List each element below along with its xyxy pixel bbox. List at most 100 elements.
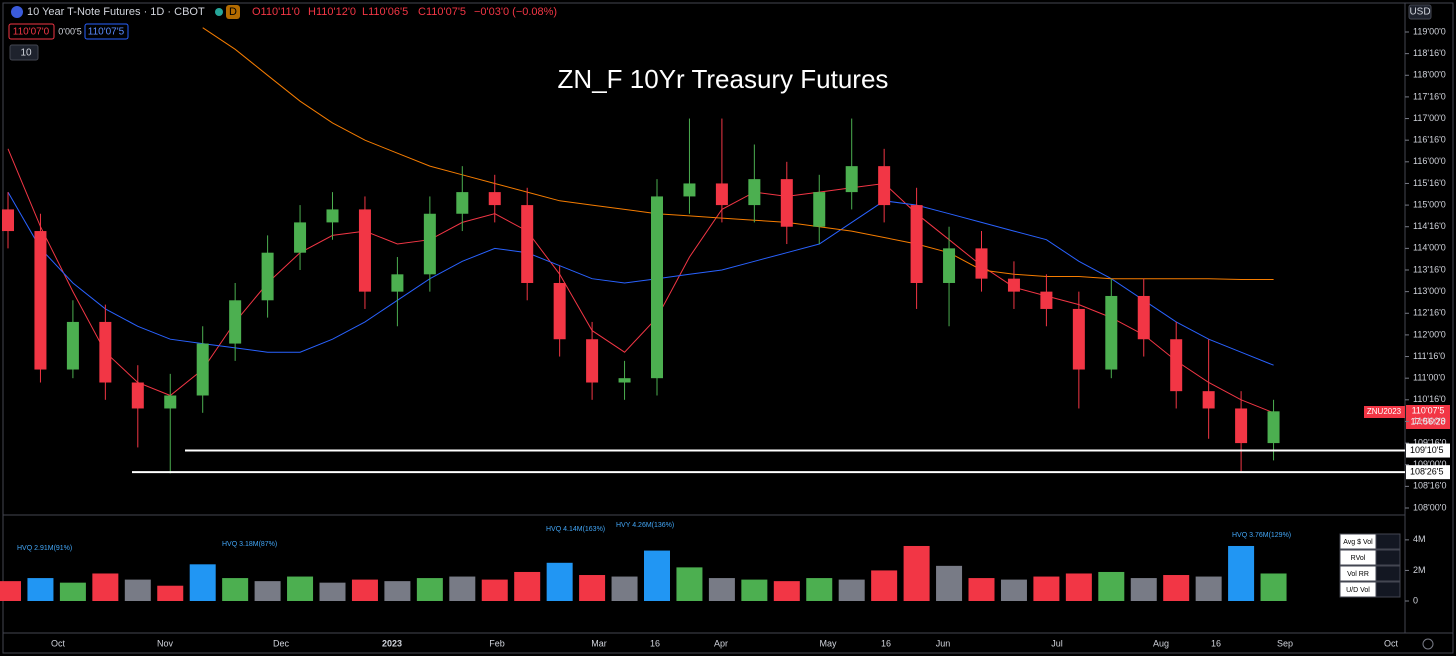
candle-body (196, 343, 209, 396)
bid-box[interactable] (8, 23, 55, 40)
open: O110'11'0 (252, 6, 300, 18)
stats-value-cell (1375, 581, 1401, 598)
volume-bar (189, 564, 216, 601)
y-tick-label: 113'00'0 (1413, 286, 1446, 296)
moving-average (7, 191, 1274, 366)
y-tick-label: 118'00'0 (1413, 70, 1446, 80)
indicators-toggle[interactable] (9, 44, 39, 61)
currency: USD (1409, 7, 1430, 18)
candle-body (1137, 295, 1150, 340)
candle-body (715, 183, 728, 206)
candle-body (1072, 308, 1085, 370)
candle-body (845, 166, 858, 193)
indicators-count: 10 (20, 48, 32, 59)
close: C110'07'5 (418, 6, 466, 18)
volume-bar (1130, 578, 1157, 601)
y-tick-label: 119'00'0 (1413, 26, 1446, 36)
volume-bar (708, 578, 735, 601)
ask-box[interactable] (84, 23, 129, 40)
volume-bar (871, 570, 898, 601)
candle-body (1007, 278, 1020, 292)
symbol[interactable]: 10 Year T-Note Futures · 1D · CBOT (27, 6, 205, 18)
ask: 110'07'5 (88, 27, 125, 38)
volume-tick-label: 0 (1413, 595, 1418, 605)
last-price: 110'07'5 (1412, 405, 1445, 415)
x-tick-label: 16 (650, 638, 660, 648)
volume-bar (676, 567, 703, 601)
x-tick-label: Dec (273, 638, 290, 648)
candle-body (521, 205, 534, 283)
volume-bar (644, 550, 670, 601)
candle-body (294, 222, 307, 253)
level-label: 109'10'5 (1410, 445, 1443, 455)
volume-bar (27, 578, 54, 601)
volume-annotation: HVY 4.26M(136%) (616, 522, 674, 529)
candle-body (164, 395, 177, 409)
stats-label: Avg $ Vol (1343, 539, 1373, 546)
volume-bar (1000, 579, 1027, 601)
volume-bar (1195, 576, 1222, 601)
candle-body (586, 339, 599, 383)
candle-body (66, 321, 79, 370)
x-tick-label: Feb (489, 638, 505, 648)
spread: 0'00'5 (58, 26, 81, 36)
candle-body (488, 192, 501, 206)
badge: D (229, 6, 237, 18)
candle-body (910, 205, 923, 283)
chart-title: ZN_F 10Yr Treasury Futures (558, 64, 889, 94)
status-dot (215, 8, 223, 16)
volume-bar (157, 585, 184, 601)
x-tick-label: May (819, 638, 837, 648)
x-tick-label: Mar (591, 638, 607, 648)
candle-body (780, 179, 793, 227)
volume-bar (546, 562, 573, 601)
volume-bar (0, 581, 21, 601)
candle-body (975, 248, 988, 279)
y-tick-label: 113'16'0 (1413, 264, 1446, 274)
currency-box[interactable] (1408, 4, 1432, 20)
candle-body (326, 209, 339, 223)
x-tick-label: Jul (1051, 638, 1063, 648)
candle-body (813, 192, 826, 227)
volume-annotation: HVQ 2.91M(91%) (17, 545, 72, 552)
volume-bar (1228, 545, 1255, 601)
candle-body (1170, 339, 1183, 392)
stats-value-cell (1375, 549, 1401, 566)
volume-bar (1033, 576, 1060, 601)
y-tick-label: 109'16'0 (1413, 437, 1446, 447)
candle-body (878, 166, 891, 206)
candle-body (456, 192, 469, 214)
y-tick-label: 118'16'0 (1413, 48, 1446, 58)
candle-body (131, 382, 144, 409)
stats-value-cell (1375, 533, 1401, 550)
volume-bar (124, 579, 151, 601)
candle-body (1235, 408, 1248, 444)
x-tick-label: Jun (936, 638, 951, 648)
settings-icon[interactable] (1422, 638, 1434, 650)
volume-annotation: HVQ 4.14M(163%) (546, 526, 605, 533)
volume-bar (384, 581, 411, 601)
volume-bar (741, 579, 768, 601)
low: L110'06'5 (362, 6, 408, 18)
y-tick-label: 111'16'0 (1413, 351, 1445, 361)
volume-bar (351, 579, 378, 601)
x-tick-label: Sep (1277, 638, 1293, 648)
badge-bg (226, 5, 240, 19)
ticker: ZNU2023 (1367, 407, 1402, 416)
volume-bar (1065, 573, 1092, 601)
volume-bar (1163, 575, 1190, 601)
volume-bar (806, 578, 833, 601)
change: −0'03'0 (−0.08%) (474, 6, 557, 18)
volume-bar (1098, 571, 1125, 601)
candle-body (618, 378, 631, 383)
volume-bar (773, 581, 800, 601)
stats-label: RVol (1351, 555, 1366, 562)
x-tick-label: Apr (714, 638, 728, 648)
candle-body (1202, 391, 1215, 409)
stats-value-cell (1375, 565, 1401, 582)
volume-bar (903, 545, 930, 601)
y-tick-label: 117'00'0 (1413, 113, 1446, 123)
